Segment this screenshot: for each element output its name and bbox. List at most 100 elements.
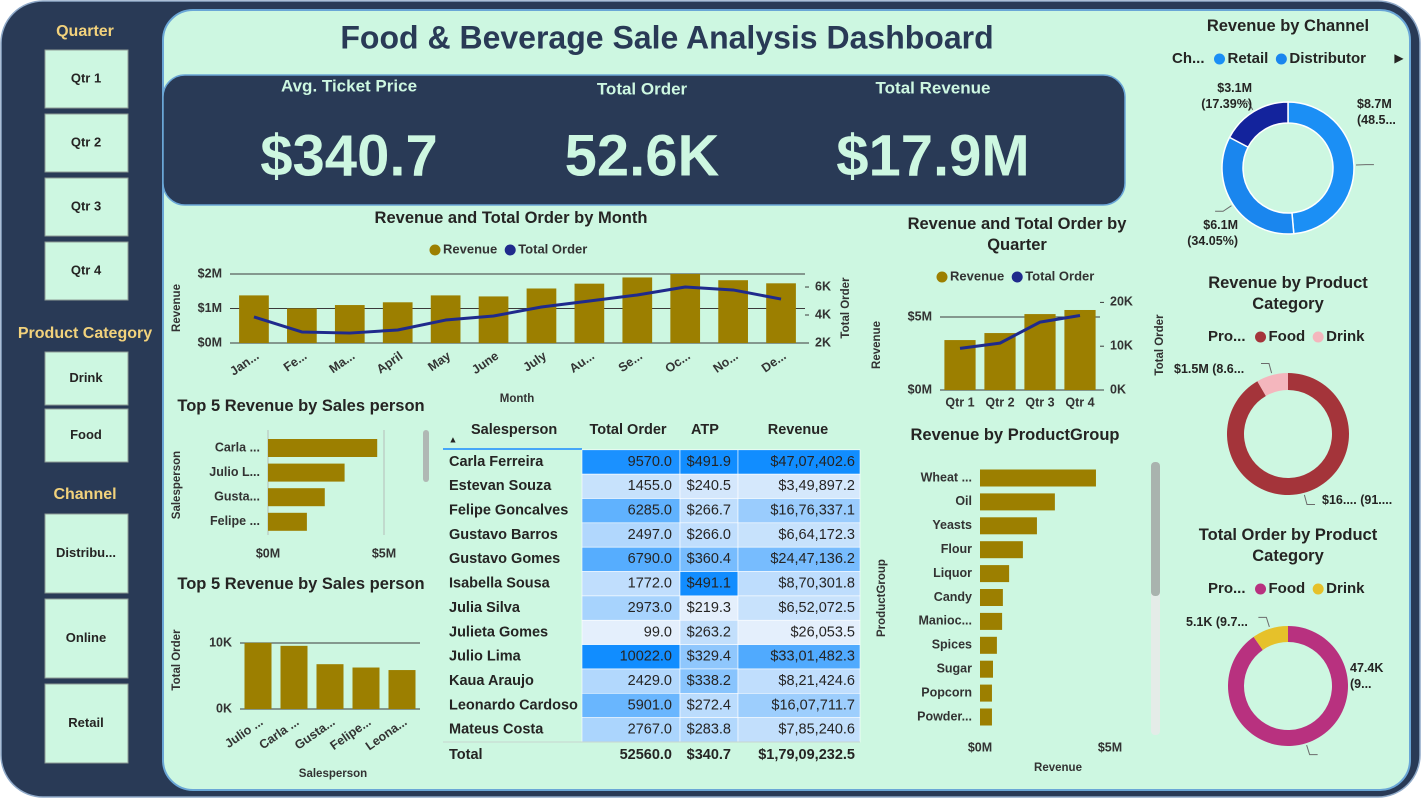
y-tick-label: Yeasts [932, 518, 972, 532]
cell: $16,76,337.1 [770, 503, 855, 519]
data-label: $8.7M (48.5... [1357, 97, 1396, 127]
bar [244, 642, 272, 709]
cell-shade [737, 692, 861, 718]
slicer-title: Quarter [56, 23, 114, 40]
legend-next[interactable]: ▶ [1394, 51, 1404, 65]
chart-title: Top 5 Revenue by Sales person [177, 575, 425, 593]
cell-shade [679, 571, 739, 597]
slicer-item[interactable]: Qtr 1 [71, 70, 101, 85]
slicer-button[interactable] [44, 351, 129, 406]
bar [980, 684, 992, 702]
slicer-button[interactable] [44, 683, 129, 764]
legend-label: Drink [1326, 580, 1365, 597]
y-tick-label: $2M [198, 266, 222, 280]
bar [334, 305, 365, 343]
slicer-item[interactable]: Qtr 2 [71, 134, 101, 149]
x-axis-label: Month [500, 393, 534, 405]
cell: $33,01,482.3 [770, 649, 855, 665]
bar [622, 277, 653, 343]
chart-title: Revenue by Channel [1206, 17, 1370, 35]
cell-shade [679, 692, 739, 718]
chart-title: Top 5 Revenue by Sales person [177, 397, 425, 415]
legend-marker [1275, 53, 1287, 65]
cell-shade [679, 644, 739, 670]
total-cell: $340.7 [687, 747, 731, 763]
legend-label: Food [1269, 580, 1306, 597]
cell: Gustavo Gomes [449, 551, 560, 567]
cell: $3,49,897.2 [778, 478, 855, 494]
bar [280, 645, 308, 709]
slicer-button[interactable] [44, 408, 129, 463]
x-tick-label: Qtr 2 [985, 395, 1014, 409]
chart-title: Total Order by Product Category [1198, 526, 1378, 565]
kpi-value: $340.7 [260, 123, 437, 188]
y2-tick-label: 2K [815, 335, 831, 349]
bar [980, 469, 1096, 487]
slicer-button[interactable] [44, 598, 129, 679]
slicer-title: Product Category [18, 325, 152, 342]
leader-line [1239, 100, 1254, 111]
cell: 6790.0 [628, 551, 672, 567]
chart-title: Revenue by ProductGroup [910, 426, 1120, 444]
slicer-button[interactable] [44, 241, 129, 301]
cell-shade [581, 644, 681, 670]
cell-shade [737, 546, 861, 572]
total-cell: $1,79,09,232.5 [758, 747, 855, 763]
y-axis-label: Revenue [871, 321, 883, 369]
cell-shade [679, 595, 739, 621]
scrollbar[interactable] [1151, 462, 1160, 596]
bar [478, 296, 509, 343]
cell: 9570.0 [628, 454, 672, 470]
scrollbar[interactable] [423, 430, 429, 482]
cell: Isabella Sousa [449, 576, 551, 592]
slicer-item[interactable]: Distribu... [56, 545, 116, 560]
bar [268, 463, 345, 482]
donut-slice [1228, 101, 1289, 149]
slicer-button[interactable] [44, 513, 129, 594]
legend-title: Pro... [1208, 580, 1246, 597]
line [253, 285, 782, 335]
y-tick-label: Manioc... [919, 614, 972, 628]
legend-label: Distributor [1289, 50, 1366, 67]
cell: 99.0 [644, 624, 672, 640]
kpi-panel [162, 74, 1126, 206]
slicer-button[interactable] [44, 49, 129, 109]
bar [980, 636, 997, 654]
cell: $240.5 [687, 478, 731, 494]
x-tick-label: $0M [256, 546, 280, 560]
cell-shade [679, 619, 739, 645]
cell-shade [737, 571, 861, 597]
slicer-item[interactable]: Drink [69, 370, 103, 385]
cell: $8,21,424.6 [778, 673, 855, 689]
cell: 5901.0 [628, 697, 672, 713]
data-label: $3.1M (17.39%) [1201, 81, 1252, 111]
slicer-item[interactable]: Qtr 3 [71, 198, 101, 213]
slicer-item[interactable]: Retail [68, 715, 103, 730]
data-label: $16.... (91.... [1322, 493, 1393, 507]
column-header: Revenue [768, 422, 828, 438]
leader-line [1306, 744, 1318, 756]
legend-marker [1312, 583, 1324, 595]
donut-slice [1253, 626, 1288, 650]
data-label: $1.5M (8.6... [1174, 362, 1245, 376]
y-axis-label: ProductGroup [876, 559, 888, 637]
slicer-item[interactable]: Qtr 4 [71, 262, 102, 277]
slicer-button[interactable] [44, 113, 129, 173]
cell-shade [737, 473, 861, 499]
cell: 2973.0 [628, 600, 672, 616]
slicer-item[interactable]: Online [66, 630, 106, 645]
legend-marker [1312, 331, 1324, 343]
slicer-item[interactable]: Food [70, 427, 102, 442]
cell: $6,52,072.5 [778, 600, 855, 616]
cell: 2497.0 [628, 527, 672, 543]
legend-marker [1214, 53, 1225, 65]
sort-arrow[interactable]: ▲ [449, 434, 458, 444]
y-tick-label: $5M [908, 309, 932, 323]
x-axis-label: Revenue [1034, 762, 1082, 774]
y-tick-label: Carla ... [215, 440, 260, 454]
y-tick-label: Candy [934, 590, 972, 604]
cell-shade [737, 668, 861, 694]
y-tick-label: Wheat ... [921, 470, 972, 484]
slicer-button[interactable] [44, 177, 129, 237]
